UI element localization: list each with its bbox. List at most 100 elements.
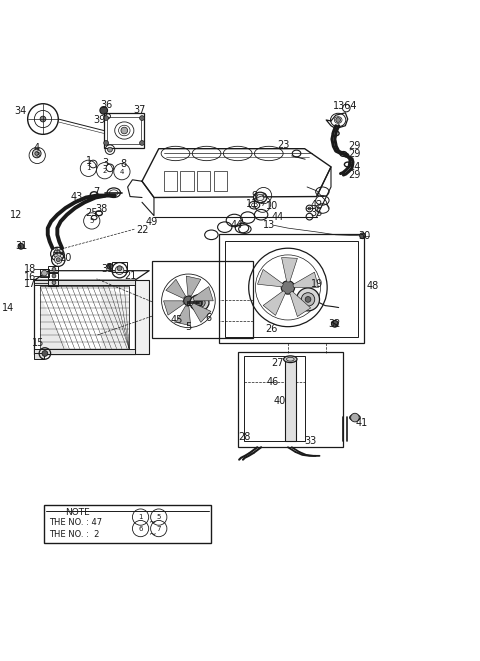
Text: 40: 40 (273, 397, 286, 407)
Text: 25: 25 (85, 208, 98, 218)
Circle shape (52, 274, 56, 278)
Circle shape (52, 281, 56, 285)
Text: 31: 31 (15, 241, 27, 251)
Bar (48, 266, 58, 272)
Text: 30: 30 (359, 231, 371, 241)
Bar (197, 171, 210, 191)
Text: 3: 3 (102, 158, 108, 168)
Text: ~: ~ (148, 529, 156, 539)
Text: 44: 44 (271, 212, 284, 221)
Text: 5: 5 (185, 322, 192, 332)
Circle shape (140, 141, 144, 145)
Text: 44: 44 (230, 220, 242, 230)
Text: 1: 1 (86, 165, 91, 171)
Ellipse shape (253, 192, 267, 203)
Circle shape (184, 296, 193, 305)
Bar (285, 360, 296, 442)
Text: 44: 44 (52, 247, 64, 257)
Bar (135, 280, 149, 354)
Text: 13: 13 (263, 220, 275, 230)
Bar (225, 241, 358, 337)
Circle shape (52, 267, 56, 271)
Circle shape (42, 270, 47, 276)
Circle shape (54, 256, 62, 264)
Text: 38: 38 (95, 204, 108, 214)
Text: 4: 4 (34, 143, 40, 153)
Bar (104, 113, 144, 148)
Text: 41: 41 (356, 418, 368, 428)
Circle shape (305, 297, 311, 302)
Circle shape (35, 151, 39, 155)
Bar (244, 356, 305, 442)
Text: 45: 45 (171, 315, 183, 325)
Text: NOTE: NOTE (65, 508, 90, 518)
Text: 23: 23 (277, 140, 289, 150)
Polygon shape (40, 297, 68, 349)
Polygon shape (176, 306, 191, 326)
Polygon shape (263, 291, 286, 315)
Circle shape (107, 264, 113, 269)
Circle shape (281, 281, 295, 294)
Text: 28: 28 (239, 432, 251, 442)
Bar (214, 171, 227, 191)
Bar (35, 280, 135, 285)
Bar (40, 269, 48, 277)
Text: 35: 35 (311, 208, 323, 218)
Polygon shape (282, 258, 298, 282)
Circle shape (332, 321, 338, 327)
Bar (35, 354, 44, 359)
Bar (48, 273, 58, 279)
Text: 6: 6 (261, 192, 266, 198)
Text: 37: 37 (133, 105, 146, 116)
Text: 33: 33 (304, 436, 316, 446)
Bar (152, 260, 253, 338)
Polygon shape (101, 286, 129, 349)
Text: 10: 10 (266, 201, 278, 211)
Polygon shape (186, 276, 201, 296)
Text: 7: 7 (156, 525, 161, 531)
Ellipse shape (193, 298, 205, 307)
Text: 39: 39 (93, 115, 105, 125)
Text: 17: 17 (24, 279, 36, 289)
Text: 2: 2 (103, 168, 107, 174)
Text: THE NO. : 47: THE NO. : 47 (48, 518, 105, 527)
Circle shape (40, 116, 46, 122)
Text: 48: 48 (367, 280, 379, 291)
Text: 1: 1 (86, 155, 93, 166)
Text: 42: 42 (311, 200, 323, 210)
Text: 4: 4 (120, 169, 124, 175)
Circle shape (308, 207, 311, 210)
Polygon shape (193, 287, 213, 301)
Text: 27: 27 (271, 358, 284, 368)
Text: 19: 19 (311, 279, 323, 289)
Polygon shape (257, 270, 283, 287)
Circle shape (18, 243, 24, 249)
Text: 34: 34 (14, 106, 26, 116)
Text: 6: 6 (138, 525, 143, 531)
Text: 5: 5 (90, 218, 94, 224)
Text: 29: 29 (349, 141, 361, 151)
Circle shape (100, 106, 108, 114)
Bar (188, 301, 201, 305)
Text: 32: 32 (329, 319, 341, 329)
Circle shape (121, 127, 128, 134)
Circle shape (56, 258, 60, 262)
Text: 29: 29 (349, 169, 361, 180)
Circle shape (336, 118, 340, 122)
Circle shape (350, 413, 359, 422)
Text: 16: 16 (24, 272, 36, 282)
Text: 18: 18 (24, 264, 36, 274)
Ellipse shape (190, 295, 209, 311)
Polygon shape (293, 272, 319, 288)
Text: 9: 9 (252, 190, 257, 200)
Text: 26: 26 (265, 324, 277, 334)
Circle shape (104, 116, 108, 120)
Text: 14: 14 (2, 303, 15, 313)
Text: 22: 22 (136, 225, 149, 235)
Ellipse shape (284, 356, 297, 362)
Text: 12: 12 (10, 210, 23, 219)
Text: 20: 20 (59, 253, 71, 263)
Text: 43: 43 (71, 192, 83, 202)
Bar (219, 234, 364, 343)
Text: 6: 6 (205, 313, 212, 323)
